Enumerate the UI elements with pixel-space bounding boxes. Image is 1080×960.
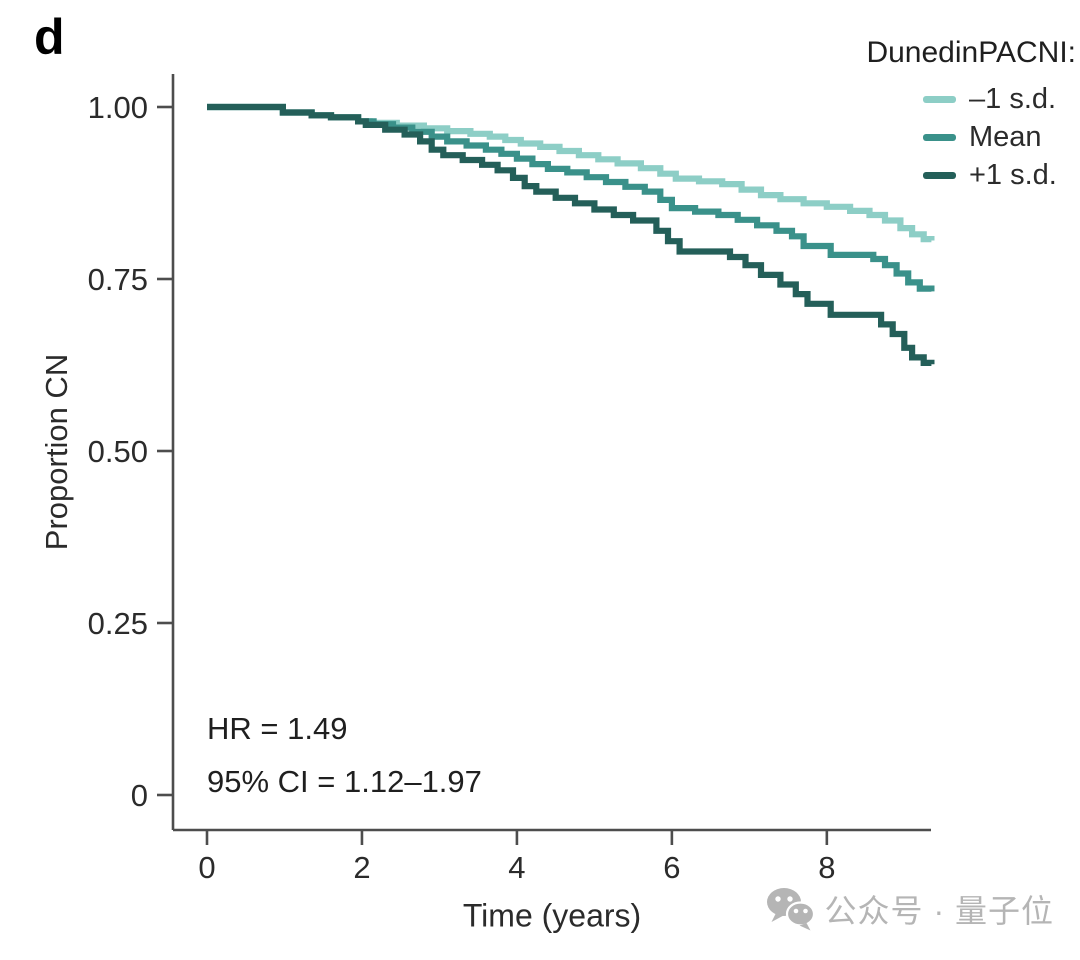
hazard-ratio-annotation: HR = 1.49: [207, 711, 348, 746]
y-axis-label: Proportion CN: [39, 353, 74, 551]
legend-item-plus-1-sd: +1 s.d.: [923, 159, 1057, 191]
legend-item-minus-1-sd: –1 s.d.: [923, 83, 1057, 115]
x-tick-label: 6: [663, 850, 680, 885]
x-axis-label: Time (years): [462, 897, 642, 934]
x-tick-label: 2: [353, 850, 370, 885]
x-tick-label: 0: [198, 850, 215, 885]
y-tick-label: 0.50: [88, 434, 148, 469]
legend-item-mean: Mean: [923, 121, 1057, 153]
panel-label: d: [34, 9, 65, 65]
legend-swatch-plus-1-sd: [923, 172, 956, 179]
y-tick-label: 0: [131, 778, 148, 813]
y-tick-label: 1.00: [88, 90, 148, 125]
legend-item-label: +1 s.d.: [969, 159, 1057, 191]
legend-items: –1 s.d. Mean +1 s.d.: [923, 83, 1057, 191]
x-tick-label: 8: [818, 850, 835, 885]
watermark-text: 公众号 · 量子位: [824, 893, 1054, 929]
curve-plus-1-sd: [207, 103, 935, 366]
legend-swatch-minus-1-sd: [923, 96, 956, 103]
legend-title: DunedinPACNI:: [866, 36, 1076, 69]
x-tick-label: 4: [508, 850, 525, 885]
y-tick-label: 0.25: [88, 606, 148, 641]
watermark: 公众号 · 量子位: [765, 886, 1054, 932]
y-tick-label: 0.75: [88, 262, 148, 297]
legend: DunedinPACNI:: [866, 36, 1076, 84]
confidence-interval-annotation: 95% CI = 1.12–1.97: [207, 764, 482, 799]
legend-item-label: Mean: [969, 121, 1042, 153]
wechat-icon: [766, 888, 815, 931]
curve-minus-1-sd: [207, 103, 935, 243]
legend-swatch-mean: [923, 134, 956, 141]
legend-item-label: –1 s.d.: [969, 83, 1057, 115]
